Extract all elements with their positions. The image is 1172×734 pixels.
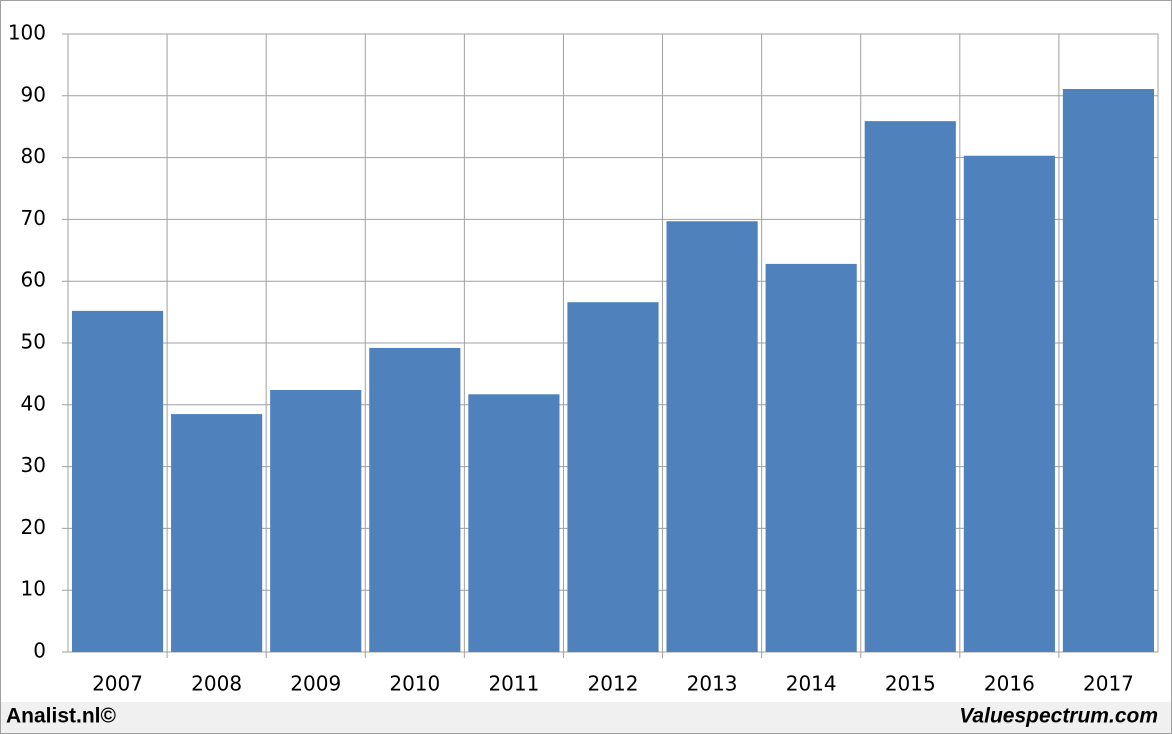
x-tick-label: 2009	[290, 672, 341, 696]
y-tick-label: 30	[21, 453, 46, 477]
x-tick-label: 2008	[191, 672, 242, 696]
bar	[567, 302, 659, 652]
y-tick-label: 10	[21, 577, 46, 601]
footer-band	[1, 702, 1171, 733]
bar	[468, 394, 560, 652]
x-tick-label: 2010	[389, 672, 440, 696]
bar	[1062, 89, 1155, 652]
x-tick-label: 2011	[488, 672, 539, 696]
y-tick-label: 0	[33, 639, 46, 663]
bar	[666, 221, 758, 652]
y-tick-label: 60	[21, 268, 46, 292]
y-tick-label: 40	[21, 391, 46, 415]
source-right: Valuespectrum.com	[959, 705, 1158, 728]
y-tick-label: 20	[21, 515, 46, 539]
bar	[864, 121, 956, 652]
bar	[71, 310, 164, 652]
x-tick-label: 2015	[885, 672, 936, 696]
x-tick-label: 2007	[92, 672, 143, 696]
bar	[171, 414, 263, 652]
x-tick-label: 2014	[786, 672, 837, 696]
x-tick-label: 2017	[1083, 672, 1134, 696]
bar	[270, 389, 362, 652]
bar	[765, 263, 857, 652]
source-left: Analist.nl©	[6, 705, 117, 728]
bar	[369, 347, 461, 652]
x-tick-label: 2016	[984, 672, 1035, 696]
y-tick-label: 90	[21, 82, 46, 106]
x-tick-label: 2012	[588, 672, 639, 696]
y-tick-label: 80	[21, 144, 46, 168]
y-tick-label: 50	[21, 330, 46, 354]
y-tick-label: 70	[21, 206, 46, 230]
x-tick-label: 2013	[687, 672, 738, 696]
y-tick-label: 100	[8, 21, 46, 45]
bar	[963, 155, 1055, 652]
